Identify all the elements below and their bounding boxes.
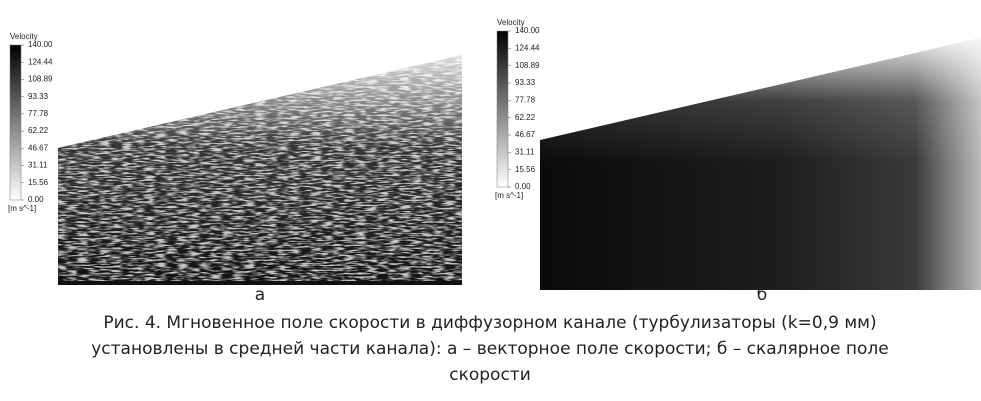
colorbar-tick-label: 93.33 [28,92,49,101]
colorbar [497,31,508,187]
colorbar-tick-label: 31.11 [28,161,48,170]
caption: Рис. 4. Мгновенное поле скорости в диффу… [91,313,889,385]
colorbar-tick-label: 0.00 [28,195,44,204]
colorbar-tick-label: 62.22 [515,113,536,122]
colorbar-tick-label: 108.89 [28,75,53,84]
colorbar-tick-label: 93.33 [515,78,536,87]
colorbar-tick-label: 46.67 [515,130,536,139]
colorbar-unit: [m s^-1] [495,191,523,200]
colorbar-tick-label: 108.89 [515,61,540,70]
panel-label: а [255,285,265,305]
vector-field [58,55,462,285]
figure: Velocity140.00124.44108.8993.3377.7862.2… [0,0,981,401]
caption-line: установлены в средней части канала): а –… [91,339,889,359]
colorbar [10,45,21,200]
caption-line: Рис. 4. Мгновенное поле скорости в диффу… [103,313,876,333]
colorbar-tick-label: 15.56 [28,178,49,187]
colorbar-tick-label: 77.78 [28,109,49,118]
colorbar-tick-label: 46.67 [28,143,49,152]
scalar-field [540,38,981,290]
colorbar-unit: [m s^-1] [8,204,36,213]
colorbar-tick-label: 77.78 [515,95,536,104]
panel-label: б [757,285,767,305]
colorbar-tick-label: 124.44 [515,43,540,52]
caption-line: скорости [449,365,531,385]
colorbar-tick-label: 62.22 [28,126,49,135]
colorbar-tick-label: 15.56 [515,165,536,174]
colorbar-tick-label: 140.00 [515,26,540,35]
colorbar-tick-label: 0.00 [515,182,531,191]
colorbar-tick-label: 31.11 [515,147,535,156]
colorbar-tick-label: 124.44 [28,57,53,66]
colorbar-tick-label: 140.00 [28,40,53,49]
